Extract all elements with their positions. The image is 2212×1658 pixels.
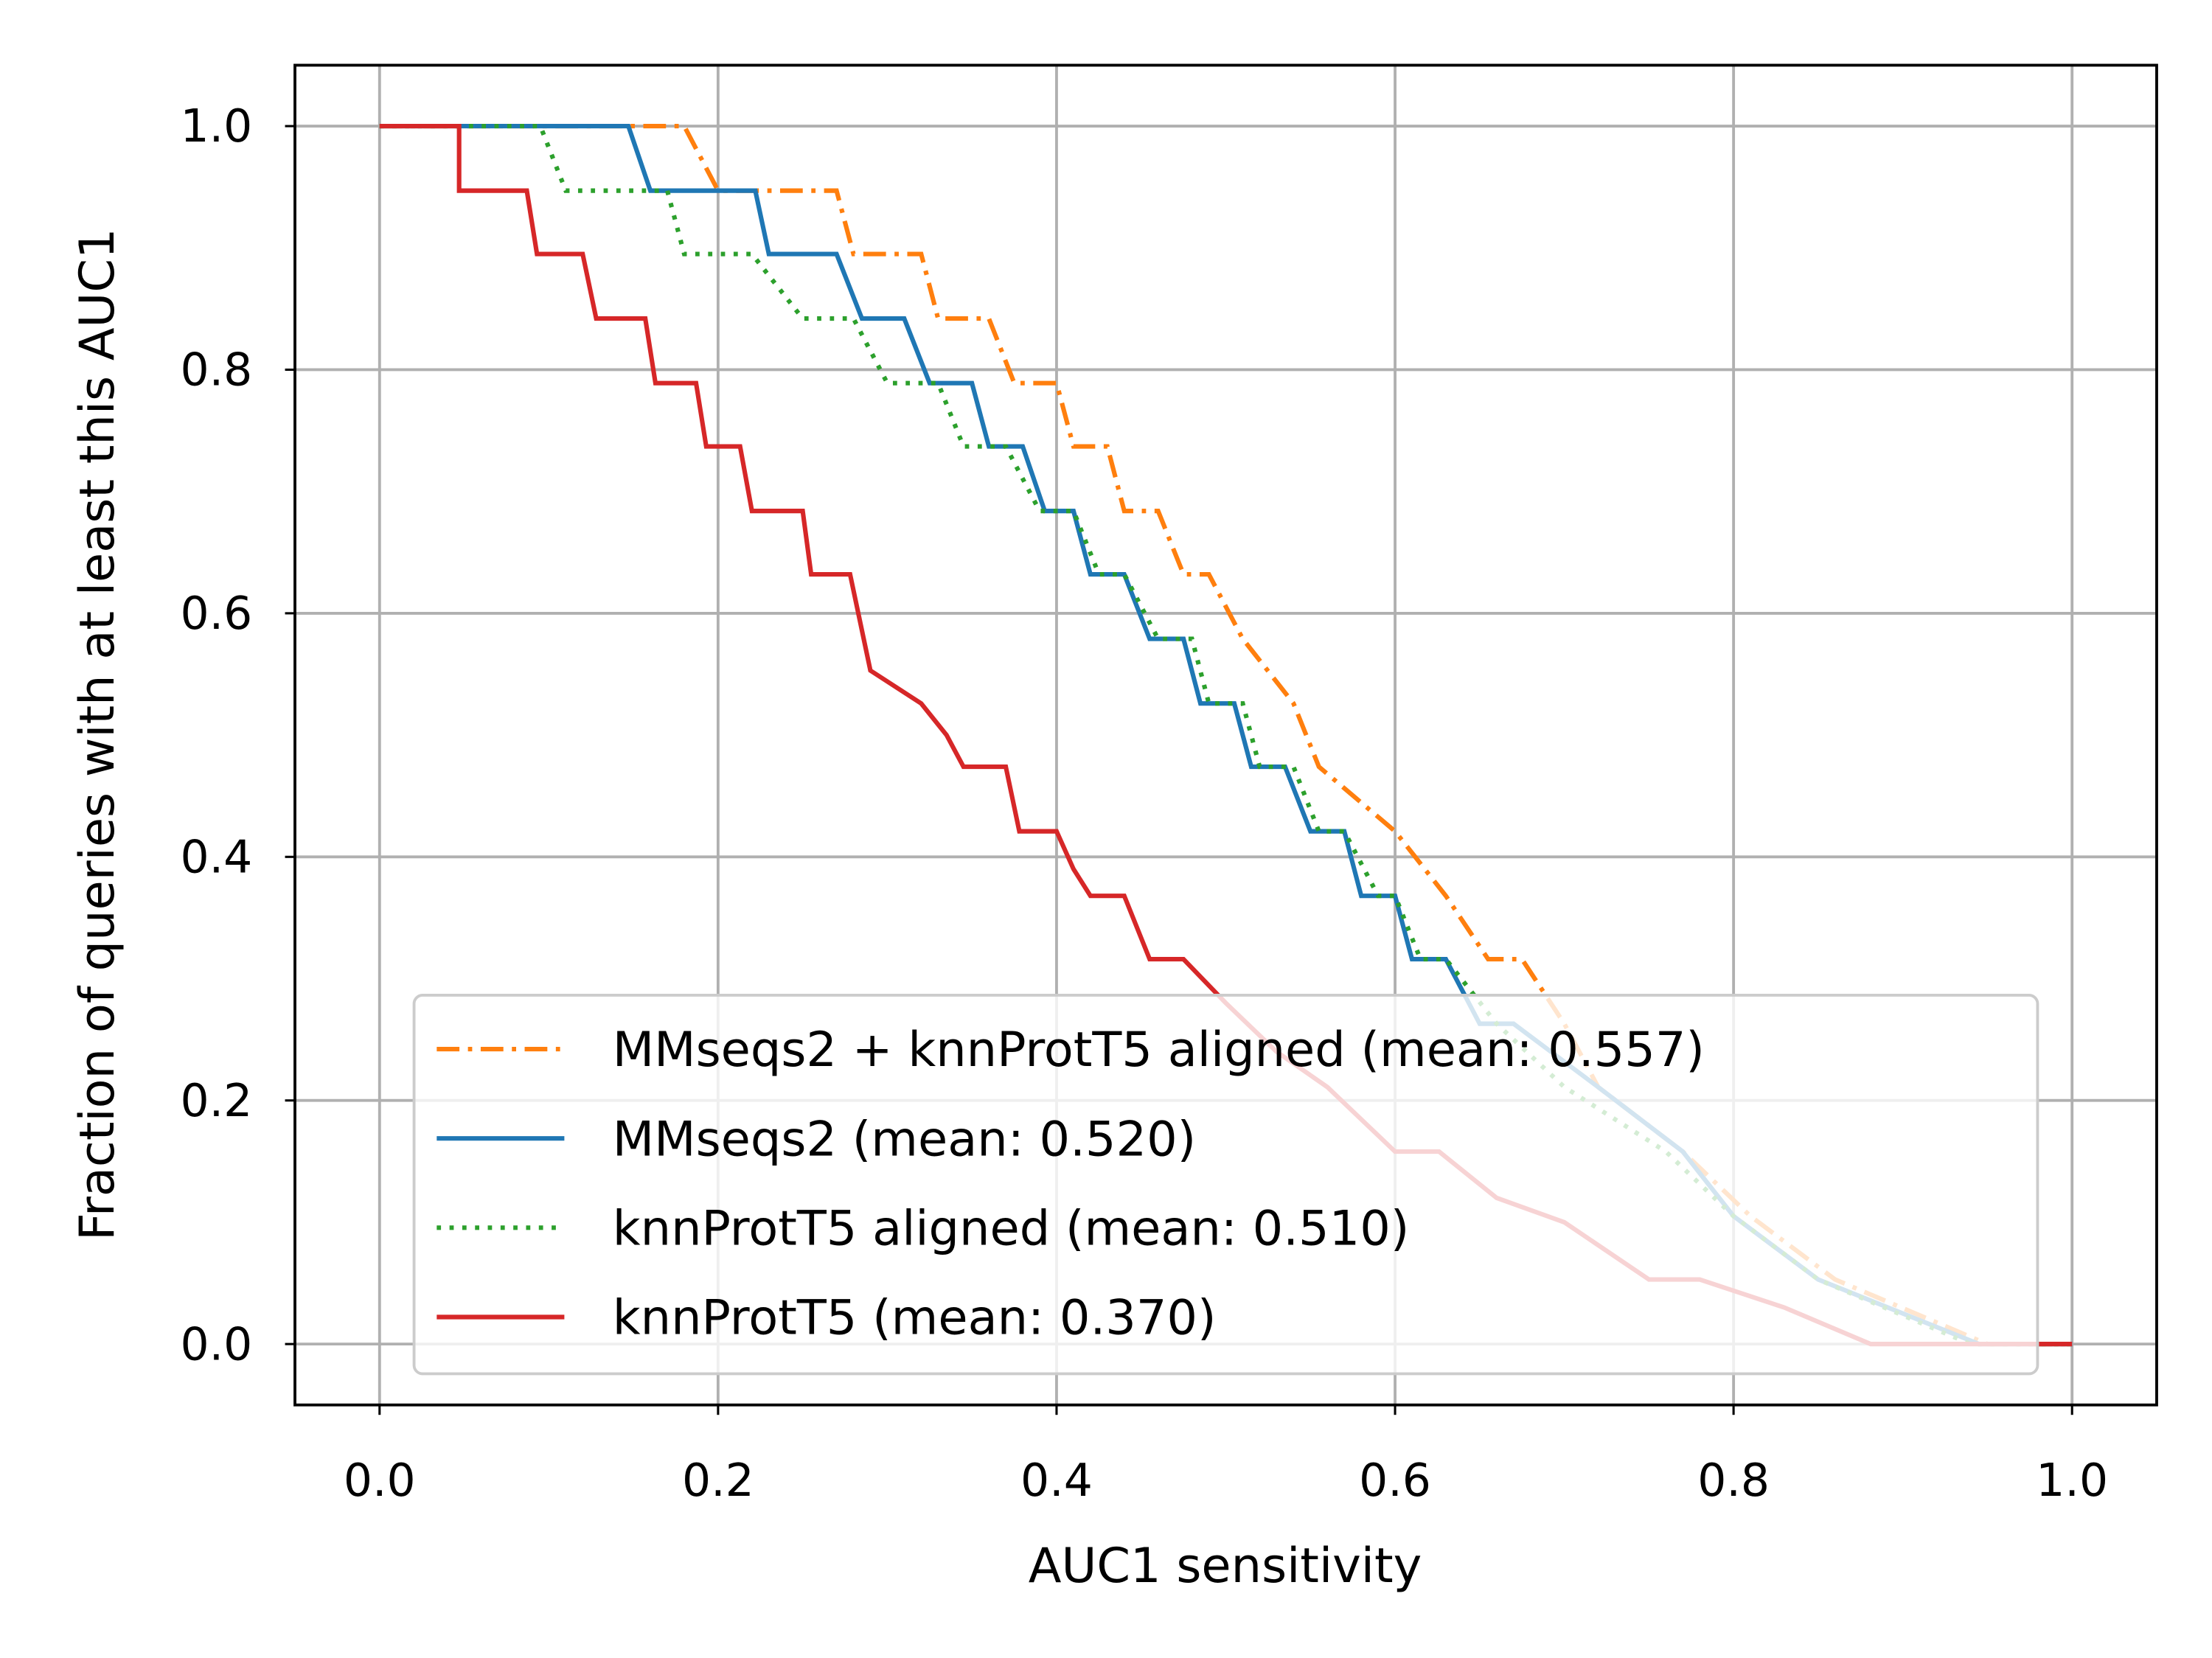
y-tick-label: 1.0 (180, 100, 252, 153)
axes-frame (293, 63, 2158, 1407)
x-axis-label: AUC1 sensitivity (1029, 1538, 1422, 1594)
y-tick-label: 0.4 (180, 830, 252, 883)
legend-box (412, 994, 2039, 1376)
series-line (379, 123, 2073, 1347)
y-tick-label: 0.6 (180, 587, 252, 640)
legend-label: MMseqs2 + knnProtT5 aligned (mean: 0.557… (613, 1022, 1705, 1078)
x-tick-label: 0.2 (682, 1454, 754, 1507)
legend-label: MMseqs2 (mean: 0.520) (613, 1111, 1196, 1167)
x-tick-label: 0.0 (344, 1454, 416, 1507)
y-tick-label: 0.8 (180, 344, 252, 397)
x-tick-label: 0.6 (1359, 1454, 1431, 1507)
y-axis-label: Fraction of queries with at least this A… (69, 228, 125, 1241)
legend-label: knnProtT5 (mean: 0.370) (613, 1290, 1217, 1346)
y-tick-label: 0.2 (180, 1074, 252, 1127)
y-tick-label: 0.0 (180, 1317, 252, 1370)
x-tick-label: 1.0 (2036, 1454, 2108, 1507)
x-tick-label: 0.8 (1697, 1454, 1770, 1507)
legend-label: knnProtT5 aligned (mean: 0.510) (613, 1200, 1410, 1256)
x-tick-label: 0.4 (1020, 1454, 1093, 1507)
